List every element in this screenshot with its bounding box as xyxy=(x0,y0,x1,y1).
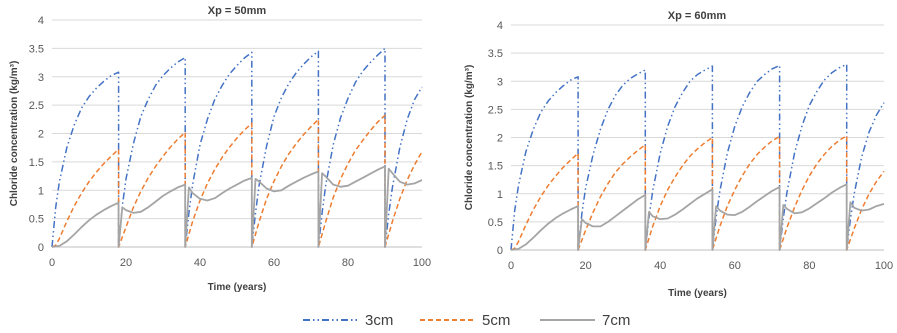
x-tick-label-3: 60 xyxy=(268,257,280,269)
x-tick-label-5: 100 xyxy=(413,257,431,269)
series-line-7cm xyxy=(510,183,885,251)
x-tick-label-1: 20 xyxy=(120,257,132,269)
x-axis-title: Time (years) xyxy=(208,282,267,293)
y-tick-label-6: 3 xyxy=(497,76,503,88)
y-tick-label-6: 3 xyxy=(38,72,44,84)
x-tick-label-1: 20 xyxy=(579,260,591,272)
x-tick-label-3: 60 xyxy=(729,260,741,272)
x-tick-label-2: 40 xyxy=(194,257,206,269)
legend-label-7cm: 7cm xyxy=(602,312,630,329)
y-axis-title: Chloride concentration (kg/m³) xyxy=(464,65,475,211)
y-tick-label-0: 0 xyxy=(497,245,503,257)
x-tick-label-4: 80 xyxy=(342,257,354,269)
y-tick-label-8: 4 xyxy=(497,20,503,32)
y-tick-label-2: 1 xyxy=(497,189,503,201)
series-line-3cm xyxy=(51,47,423,248)
y-tick-label-0: 0 xyxy=(38,242,44,254)
x-tick-label-0: 0 xyxy=(508,260,514,272)
y-tick-label-1: 0.5 xyxy=(29,214,44,226)
y-tick-label-1: 0.5 xyxy=(488,217,503,229)
y-tick-label-8: 4 xyxy=(38,15,44,27)
y-tick-label-3: 1.5 xyxy=(488,161,503,173)
legend-label-5cm: 5cm xyxy=(482,312,510,329)
x-tick-label-2: 40 xyxy=(654,260,666,272)
x-tick-label-4: 80 xyxy=(803,260,815,272)
series-line-7cm xyxy=(51,165,423,248)
y-tick-label-4: 2 xyxy=(497,133,503,145)
series-line-5cm xyxy=(51,114,423,248)
legend-label-3cm: 3cm xyxy=(365,312,393,329)
y-tick-label-4: 2 xyxy=(38,129,44,141)
y-tick-label-5: 2.5 xyxy=(29,100,44,112)
chart-title: Xp = 50mm xyxy=(208,5,267,17)
x-axis-title: Time (years) xyxy=(668,288,727,299)
y-tick-label-7: 3.5 xyxy=(29,43,44,55)
y-tick-label-7: 3.5 xyxy=(488,48,503,60)
y-tick-label-5: 2.5 xyxy=(488,104,503,116)
chart-title: Xp = 60mm xyxy=(668,10,727,22)
y-tick-label-2: 1 xyxy=(38,185,44,197)
x-tick-label-0: 0 xyxy=(49,257,55,269)
x-tick-label-5: 100 xyxy=(875,260,893,272)
y-axis-title: Chloride concentration (kg/m³) xyxy=(9,61,20,207)
legend: 3cm 5cm 7cm xyxy=(303,312,630,329)
y-tick-label-3: 1.5 xyxy=(29,157,44,169)
series-line-5cm xyxy=(510,135,885,251)
